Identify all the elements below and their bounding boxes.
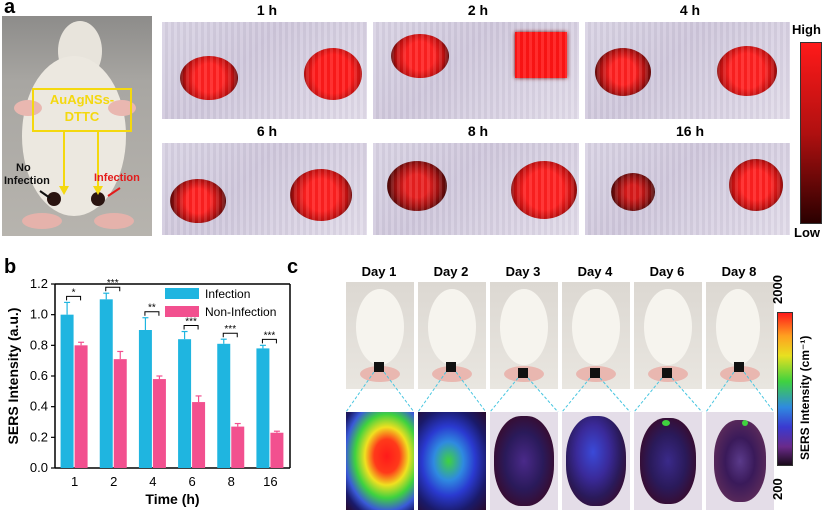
probe-label-line1: AuAgNSs-	[49, 92, 115, 107]
x-tick-label: 2	[110, 474, 117, 489]
y-tick-label: 1.2	[30, 276, 48, 291]
panel-a-letter: a	[4, 0, 16, 18]
y-tick-label: 0.4	[30, 399, 48, 414]
bar-non-infection-6	[192, 402, 206, 468]
day-title-2: Day 2	[433, 264, 469, 279]
x-axis-label: Time (h)	[145, 491, 199, 507]
sers-map-4h	[585, 22, 790, 119]
mouse-photo-day1	[346, 282, 414, 389]
no-infection-label-line2: Infection	[4, 175, 50, 187]
probe-label-line2: DTTC	[64, 109, 100, 124]
x-tick-label: 4	[149, 474, 156, 489]
bar-non-infection-1	[74, 345, 88, 468]
day-title-1: Day 1	[361, 264, 397, 279]
mouse-photo-day4	[562, 282, 630, 389]
bar-non-infection-2	[113, 359, 127, 468]
x-tick-label: 6	[188, 474, 195, 489]
bar-non-infection-16	[270, 432, 284, 468]
colorbar-c-max-label: 2000	[770, 275, 785, 304]
colorbar-a-low-label: Low	[794, 225, 820, 240]
colorbar-a-gradient	[800, 42, 822, 224]
legend-swatch-non-infection	[165, 306, 199, 317]
timepoint-title-6h: 6 h	[256, 123, 278, 139]
bar-infection-6	[178, 339, 192, 468]
no-infection-label-line1: No	[16, 162, 31, 174]
y-tick-label: 0.8	[30, 337, 48, 352]
y-axis-label: SERS Intensity (a.u.)	[5, 308, 21, 445]
day-title-3: Day 3	[505, 264, 541, 279]
y-tick-label: 0.6	[30, 368, 48, 383]
sers-zoom-map-day3	[490, 412, 558, 510]
mouse-photo-day8	[706, 282, 774, 389]
significance-label: ***	[107, 278, 119, 289]
y-tick-label: 0.2	[30, 429, 48, 444]
legend-label-infection: Infection	[205, 287, 250, 301]
day-title-4: Day 4	[577, 264, 613, 279]
bar-non-infection-8	[231, 426, 245, 468]
legend-swatch-infection	[165, 288, 199, 299]
x-tick-label: 8	[228, 474, 235, 489]
sers-zoom-map-day8	[706, 412, 774, 510]
sers-map-6h	[162, 143, 367, 235]
arrows-overlay	[39, 130, 121, 199]
bar-infection-8	[217, 343, 231, 468]
sers-map-2h	[373, 22, 579, 119]
x-tick-label: 1	[71, 474, 78, 489]
y-tick-label: 1.0	[30, 307, 48, 322]
sers-bar-chart: 0.0 0.2 0.4 0.6 0.8 1.0 1.2 SERS Intensity (a.u…	[5, 276, 291, 507]
sers-zoom-map-day2	[418, 412, 486, 510]
panel-c-letter: c	[287, 256, 299, 278]
day-title-8: Day 8	[721, 264, 757, 279]
mouse-photo-a: AuAgNSs- DTTC No Infection Infection	[2, 16, 152, 236]
significance-label: *	[72, 287, 76, 298]
significance-bracket	[183, 325, 199, 330]
colorbar-c-axis-label: SERS Intensity (cm⁻¹)	[798, 335, 812, 460]
significance-label: ***	[185, 317, 197, 328]
sers-map-1h	[162, 22, 367, 119]
timepoint-title-4h: 4 h	[679, 2, 701, 18]
mouse-illustration	[14, 21, 136, 229]
significance-bracket	[144, 311, 160, 316]
mouse-photo-day2	[418, 282, 486, 389]
mouse-photo-day6	[634, 282, 702, 389]
significance-bracket	[66, 295, 82, 301]
panel-b-letter: b	[4, 256, 17, 278]
bar-infection-1	[60, 314, 74, 468]
sers-map-16h	[585, 143, 790, 235]
colorbar-c-gradient	[777, 312, 793, 466]
significance-label: **	[148, 303, 156, 314]
significance-bracket	[261, 338, 277, 344]
colorbar-a-high-label: High	[792, 22, 821, 37]
sers-zoom-map-day6	[634, 412, 702, 510]
colorbar-c-min-label: 200	[770, 478, 785, 500]
bar-infection-2	[99, 299, 113, 468]
bar-non-infection-4	[152, 379, 166, 468]
x-tick-label: 16	[263, 474, 277, 489]
y-tick-label: 0.0	[30, 460, 48, 475]
mouse-photo-day3	[490, 282, 558, 389]
significance-bracket	[105, 286, 121, 292]
sers-zoom-map-day4	[562, 412, 630, 510]
significance-label: ***	[224, 324, 236, 335]
timepoint-title-16h: 16 h	[675, 123, 704, 139]
timepoint-title-1h: 1 h	[256, 2, 278, 18]
probe-label-box	[32, 88, 132, 132]
infection-label: Infection	[94, 172, 140, 184]
legend-label-non-infection: Non-Infection	[205, 305, 276, 319]
bar-infection-16	[256, 348, 270, 468]
sers-zoom-map-day1	[346, 412, 414, 510]
timepoint-title-8h: 8 h	[467, 123, 489, 139]
significance-bracket	[222, 332, 238, 338]
significance-label: ***	[264, 330, 276, 341]
sers-map-8h	[373, 143, 579, 235]
bar-infection-4	[138, 330, 152, 468]
day-title-6: Day 6	[649, 264, 685, 279]
timepoint-title-2h: 2 h	[467, 2, 489, 18]
